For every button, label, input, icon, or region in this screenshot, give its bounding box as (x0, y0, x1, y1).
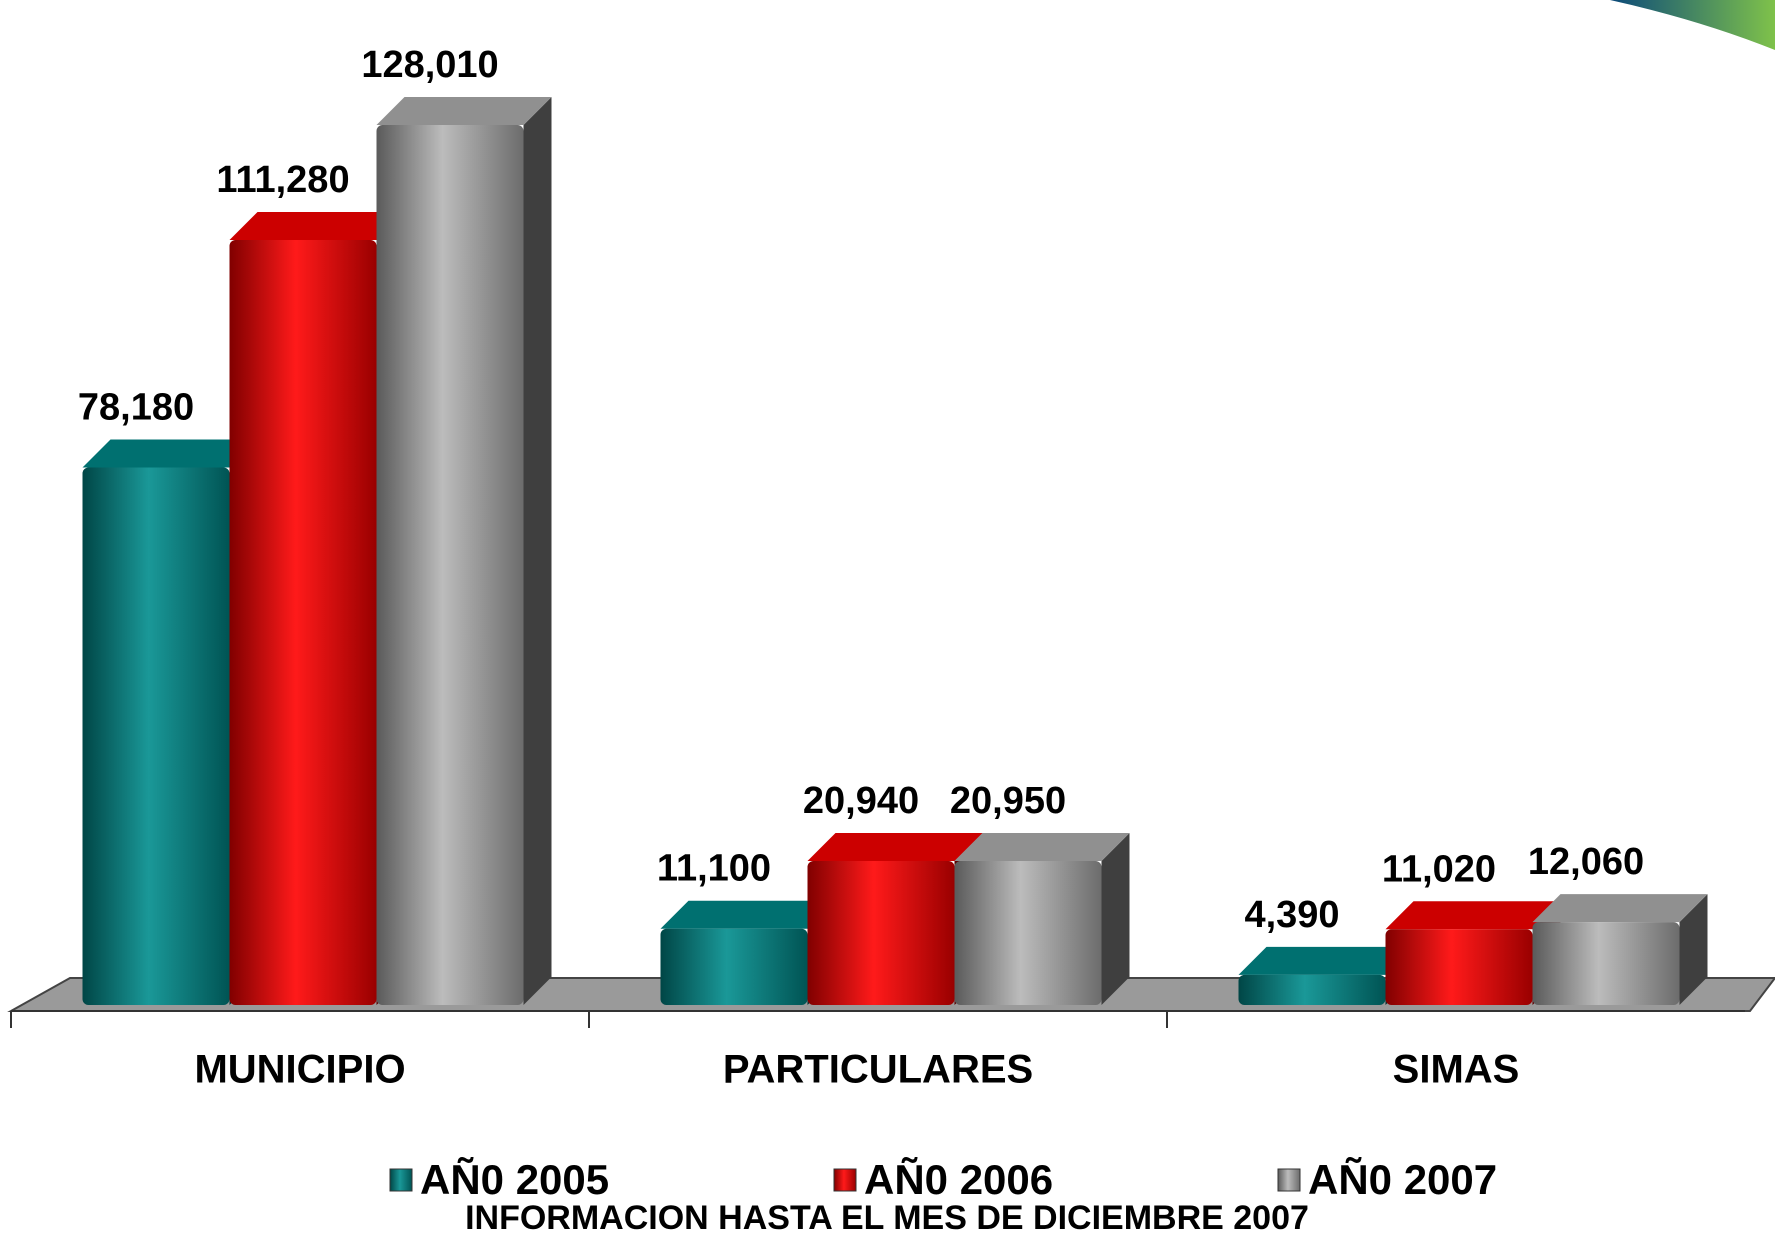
value-label: 11,020 (1382, 848, 1496, 890)
bar-side (1101, 832, 1130, 1005)
bar-top (1238, 946, 1414, 975)
legend-label: AÑ0 2005 (420, 1156, 609, 1203)
footnote: INFORMACION HASTA EL MES DE DICIEMBRE 20… (465, 1199, 1309, 1236)
bar-top (1385, 901, 1561, 930)
bar-top (660, 900, 836, 929)
value-label: 111,280 (216, 159, 349, 201)
legend-label: AÑ0 2006 (864, 1156, 1053, 1203)
bar (82, 467, 230, 1006)
bar (660, 928, 808, 1005)
bar (376, 125, 524, 1005)
x-tick-label: MUNICIPIO (194, 1048, 405, 1092)
legend-swatch (389, 1168, 413, 1192)
bar-top (807, 833, 983, 862)
bar-side (1679, 894, 1708, 1005)
bar (229, 240, 377, 1005)
bar-top (82, 439, 258, 468)
x-tick-label: PARTICULARES (723, 1048, 1033, 1092)
value-label: 12,060 (1528, 841, 1644, 883)
x-tick-label: SIMAS (1393, 1048, 1520, 1092)
legend-swatch (1277, 1168, 1301, 1192)
bar (1238, 974, 1386, 1005)
bar-top (1532, 894, 1708, 923)
legend-swatch (833, 1168, 857, 1192)
bar (1385, 929, 1533, 1005)
bar-top (229, 212, 405, 241)
bar-side (523, 97, 552, 1005)
value-label: 128,010 (361, 44, 498, 86)
bar-top (376, 97, 552, 125)
bar-top (954, 832, 1130, 861)
value-label: 78,180 (78, 387, 194, 429)
value-label: 4,390 (1244, 894, 1339, 936)
legend-label: AÑ0 2007 (1308, 1156, 1497, 1203)
bar (807, 861, 955, 1005)
bar (954, 860, 1102, 1005)
value-label: 20,950 (950, 780, 1066, 822)
value-label: 11,100 (657, 848, 771, 890)
corner-decoration (1610, 0, 1775, 50)
value-label: 20,940 (803, 780, 919, 822)
bar (1532, 922, 1680, 1005)
